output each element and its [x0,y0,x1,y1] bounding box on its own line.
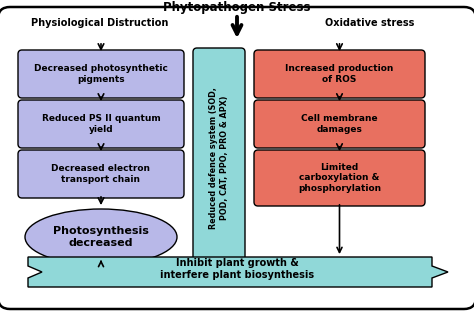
Text: Reduced PS II quantum
yield: Reduced PS II quantum yield [42,114,160,134]
FancyBboxPatch shape [193,48,245,268]
Text: Cell membrane
damages: Cell membrane damages [301,114,378,134]
Text: Decreased photosynthetic
pigments: Decreased photosynthetic pigments [34,64,168,84]
Text: Photosynthesis
decreased: Photosynthesis decreased [53,226,149,248]
FancyBboxPatch shape [18,100,184,148]
FancyBboxPatch shape [18,150,184,198]
Text: Limited
carboxylation &
phosphorylation: Limited carboxylation & phosphorylation [298,163,381,193]
Text: Decreased electron
transport chain: Decreased electron transport chain [52,164,151,184]
FancyBboxPatch shape [0,7,474,309]
FancyBboxPatch shape [254,100,425,148]
Text: Oxidative stress: Oxidative stress [325,18,415,28]
Text: Increased production
of ROS: Increased production of ROS [285,64,394,84]
FancyBboxPatch shape [254,150,425,206]
Ellipse shape [25,209,177,265]
FancyBboxPatch shape [18,50,184,98]
Text: Phytopathogen Stress: Phytopathogen Stress [163,1,311,13]
Polygon shape [28,257,448,287]
Text: Physiological Distruction: Physiological Distruction [31,18,169,28]
Text: Reduced defence system (SOD,
POD, CAT, PPO, PRO & APX): Reduced defence system (SOD, POD, CAT, P… [209,87,229,229]
Text: Inhibit plant growth &
interfere plant biosynthesis: Inhibit plant growth & interfere plant b… [160,258,314,280]
FancyBboxPatch shape [254,50,425,98]
